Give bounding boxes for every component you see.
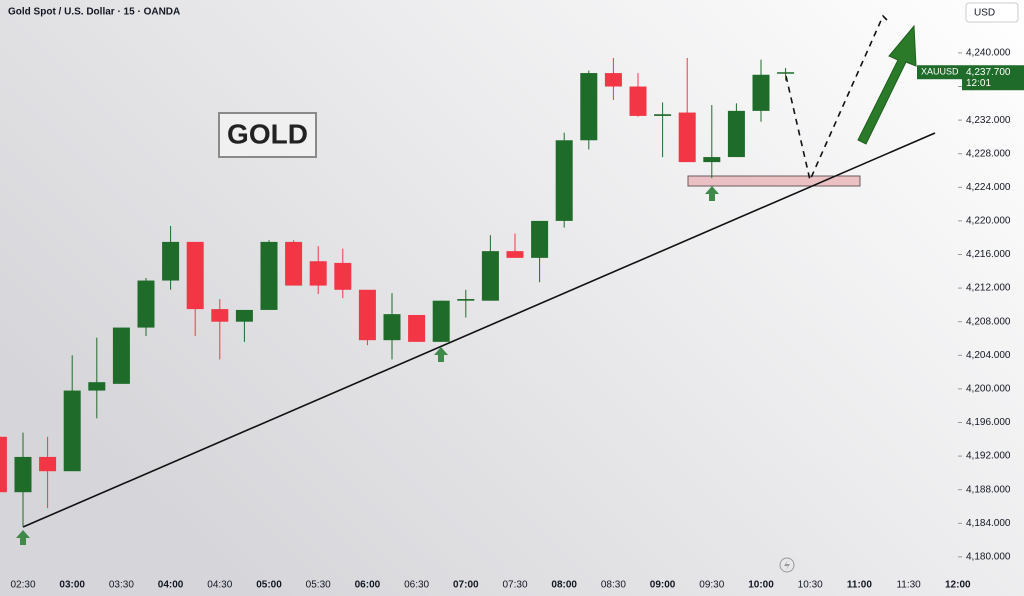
candle-body (678, 112, 696, 163)
y-tick-label: 4,228.000 (966, 148, 1011, 159)
x-tick-label: 11:00 (847, 580, 872, 591)
x-tick-label: 03:00 (59, 580, 85, 591)
y-tick-label: 4,192.000 (966, 451, 1011, 462)
candle-body (777, 72, 795, 74)
candle-body (14, 456, 32, 493)
trend-line (22, 132, 936, 528)
x-tick-label: 04:00 (158, 580, 184, 591)
candle-body (211, 309, 229, 322)
countdown-label: 12:01 (966, 78, 991, 89)
candle-body (0, 436, 7, 493)
x-tick-label: 07:30 (502, 580, 527, 591)
candle-body (112, 327, 130, 384)
candle-body (531, 220, 549, 258)
x-tick-label: 02:30 (10, 580, 35, 591)
y-tick-label: 4,232.000 (966, 115, 1011, 126)
y-tick-label: 4,212.000 (966, 283, 1011, 294)
support-zone (687, 175, 861, 187)
candle-body (334, 262, 352, 290)
x-tick-label: 11:30 (896, 580, 921, 591)
candle-body (383, 314, 401, 341)
candle-body (137, 280, 155, 328)
replay-glyph (784, 560, 790, 570)
price-tag (962, 65, 1024, 91)
candle-body (88, 382, 106, 391)
candle-body (162, 241, 180, 281)
chart-title: Gold Spot / U.S. Dollar · 15 · OANDA (8, 7, 180, 18)
candle-body (703, 157, 721, 163)
x-tick-label: 10:30 (798, 580, 823, 591)
projection-path (785, 14, 888, 183)
annotation-text: GOLD (227, 118, 308, 149)
currency-button[interactable] (965, 2, 1019, 23)
candle-body (481, 251, 499, 301)
up-arrow (857, 24, 917, 145)
x-tick-label: 06:00 (355, 580, 381, 591)
x-tick-label: 08:00 (551, 580, 577, 591)
candle-body (604, 73, 622, 87)
x-tick-label: 09:30 (699, 580, 724, 591)
currency-label: USD (974, 8, 995, 19)
x-tick-label: 04:30 (207, 580, 232, 591)
candle-body (309, 261, 327, 286)
replay-icon[interactable] (779, 557, 795, 573)
candle-body (506, 251, 524, 258)
candle-body (358, 289, 376, 341)
y-tick-label: 4,224.000 (966, 182, 1011, 193)
x-tick-label: 07:00 (453, 580, 479, 591)
y-tick-label: 4,196.000 (966, 417, 1011, 428)
y-tick-label: 4,204.000 (966, 350, 1011, 361)
candle-body (235, 309, 253, 322)
y-tick-label: 4,188.000 (966, 484, 1011, 495)
y-tick-label: 4,200.000 (966, 384, 1011, 395)
candle-body (580, 73, 598, 141)
x-tick-label: 10:00 (748, 580, 774, 591)
candle-body (727, 110, 745, 158)
y-tick-label: 4,208.000 (966, 316, 1011, 327)
annotation-box (218, 112, 317, 158)
candle-body (39, 456, 57, 472)
candle-body (555, 140, 573, 221)
y-tick-label: 4,184.000 (966, 518, 1011, 529)
candle-body (63, 390, 81, 472)
candle-body (285, 241, 303, 286)
y-tick-label: 4,216.000 (966, 249, 1011, 260)
candle-body (629, 86, 647, 116)
symbol-tag (917, 65, 962, 80)
x-tick-label: 06:30 (404, 580, 429, 591)
candle-body (654, 114, 672, 116)
price-label: 4,237.700 (966, 67, 1011, 78)
y-tick-label: 4,240.000 (966, 48, 1011, 59)
candle-body (752, 74, 770, 111)
y-tick-label: 4,220.000 (966, 216, 1011, 227)
candle-body (408, 314, 426, 342)
x-tick-label: 08:30 (601, 580, 626, 591)
symbol-label: XAUUSD (921, 67, 959, 77)
x-tick-label: 09:00 (650, 580, 676, 591)
x-tick-label: 05:30 (306, 580, 331, 591)
candle-body (457, 299, 475, 301)
x-tick-label: 12:00 (945, 580, 971, 591)
candle-body (260, 241, 278, 310)
x-tick-label: 05:00 (256, 580, 282, 591)
candle-body (186, 241, 204, 310)
x-tick-label: 03:30 (109, 580, 134, 591)
pivot-markers (16, 186, 719, 545)
y-tick-label: 4,180.000 (966, 552, 1011, 563)
candle-body (432, 300, 450, 342)
